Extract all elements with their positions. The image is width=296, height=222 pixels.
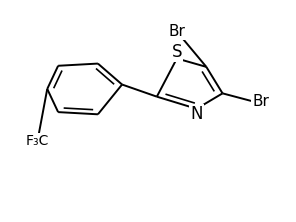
Text: F₃C: F₃C: [26, 134, 49, 148]
Text: Br: Br: [168, 24, 185, 39]
Text: N: N: [190, 105, 203, 123]
Text: Br: Br: [252, 93, 269, 109]
Text: S: S: [172, 43, 182, 61]
